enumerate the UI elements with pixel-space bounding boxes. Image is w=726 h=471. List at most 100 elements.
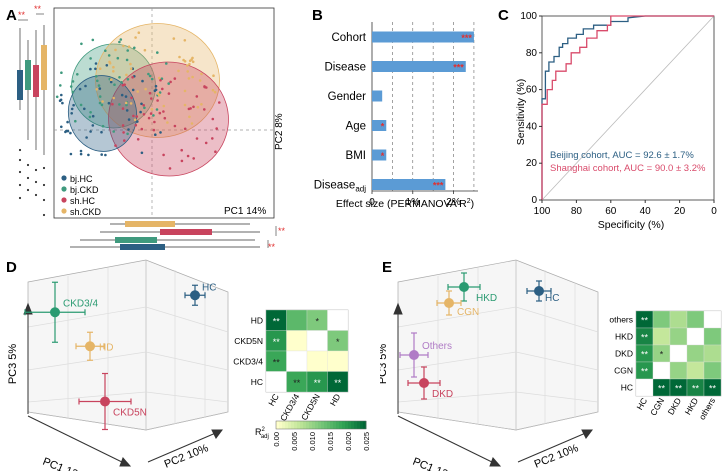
legend-label-bj-hc: bj.HC xyxy=(70,174,93,184)
point-sh-hc xyxy=(211,117,215,121)
heatmap-col-label-hc: HC xyxy=(634,396,649,412)
point-bj-ckd xyxy=(71,90,75,94)
point-bj-ckd xyxy=(125,58,129,62)
heatmap-cell xyxy=(669,327,688,346)
significance-bmi: * xyxy=(381,151,385,161)
y-tick-label: 80 xyxy=(526,48,538,59)
heatmap-sig-label: ** xyxy=(641,350,649,360)
x-tick-label: 60 xyxy=(605,206,617,217)
point-bj-hc xyxy=(69,152,73,156)
point-sh-ckd xyxy=(200,72,203,76)
point-sh-ckd xyxy=(162,104,166,108)
x-tick-label: 2% xyxy=(446,197,461,208)
y-tick-label: 0 xyxy=(531,195,537,206)
centroid-ckd3-4 xyxy=(50,307,60,318)
legend: bj.HC bj.CKD sh.HC sh.CKD xyxy=(58,170,122,217)
point-bj-hc xyxy=(139,110,142,114)
heatmap-cell xyxy=(686,344,705,363)
point-bj-ckd xyxy=(89,111,92,114)
x-tick-label: 80 xyxy=(571,206,583,217)
point-sh-hc xyxy=(161,87,164,91)
heatmap-cell xyxy=(327,350,349,372)
point-sh-hc xyxy=(169,80,172,84)
legend-shanghai: Shanghai cohort, AUC = 90.0 ± 3.2% xyxy=(550,163,706,174)
point-sh-ckd xyxy=(166,121,169,124)
point-sh-ckd xyxy=(112,96,115,100)
heatmap-cell xyxy=(669,361,688,380)
point-sh-ckd xyxy=(188,62,191,66)
point-sh-hc xyxy=(142,104,145,107)
roc-curve-beijing xyxy=(541,15,714,200)
colorbar-segment xyxy=(354,421,358,429)
x-axis-label: Effect size (PERMANOVA R2) xyxy=(336,198,474,210)
point-bj-hc xyxy=(84,84,87,88)
point-sh-hc xyxy=(114,144,117,147)
colorbar-segment xyxy=(285,421,289,429)
colorbar-segment xyxy=(312,421,316,429)
y-tick-label: 20 xyxy=(526,158,538,169)
point-sh-hc xyxy=(173,124,177,128)
point-sh-hc xyxy=(180,159,184,163)
category-label-bmi: BMI xyxy=(346,150,366,162)
point-sh-hc xyxy=(134,123,138,127)
point-bj-ckd xyxy=(96,79,99,83)
significance-pc2-1: ** xyxy=(18,10,26,20)
point-bj-hc xyxy=(159,131,162,134)
group-label-others: Others xyxy=(422,341,452,352)
point-sh-hc xyxy=(140,127,144,131)
y-tick-label: 40 xyxy=(526,121,538,132)
heatmap-cell xyxy=(652,361,671,380)
point-bj-ckd xyxy=(133,46,136,50)
heatmap-cell xyxy=(703,310,722,329)
colorbar-segment xyxy=(357,421,361,429)
group-label-hd: HD xyxy=(99,342,113,353)
point-bj-hc xyxy=(83,107,86,111)
point-bj-ckd xyxy=(143,106,146,110)
point-sh-hc xyxy=(162,153,165,157)
category-label-disease: Disease xyxy=(324,62,366,74)
legend-beijing: Beijing cohort, AUC = 92.6 ± 1.7% xyxy=(550,150,694,161)
point-sh-hc xyxy=(195,137,199,140)
point-bj-hc xyxy=(87,153,90,157)
heatmap-cell xyxy=(265,371,287,393)
point-bj-hc xyxy=(125,109,129,112)
point-sh-hc xyxy=(123,83,126,86)
boxplot-pc2-sh-hc xyxy=(33,65,39,97)
point-bj-ckd xyxy=(120,81,123,84)
point-bj-ckd xyxy=(126,49,129,52)
point-bj-hc xyxy=(154,88,158,92)
panel-label-c: C xyxy=(498,7,509,24)
point-sh-hc xyxy=(135,115,139,118)
colorbar-segment xyxy=(300,421,304,429)
colorbar-segment xyxy=(327,421,331,429)
heatmap-sig-label: ** xyxy=(273,316,281,326)
x-tick-label: 40 xyxy=(640,206,652,217)
point-bj-ckd xyxy=(118,40,121,44)
point-bj-ckd xyxy=(79,103,83,107)
y-tick-label: 100 xyxy=(520,11,537,22)
heatmap-sig-label: ** xyxy=(658,384,666,394)
axis-label-pc3: PC3 5% xyxy=(380,344,389,385)
point-bj-hc xyxy=(70,112,73,115)
point-bj-ckd xyxy=(126,78,130,81)
point-sh-hc xyxy=(183,127,187,131)
point-bj-hc xyxy=(79,152,83,156)
point-bj-ckd xyxy=(100,103,104,107)
heatmap-sig-label: ** xyxy=(641,316,649,326)
point-sh-hc xyxy=(150,97,153,100)
point-sh-hc xyxy=(147,116,151,120)
point-bj-ckd xyxy=(98,95,102,98)
point-bj-ckd xyxy=(148,74,152,78)
cube-frame xyxy=(27,259,229,431)
point-bj-hc xyxy=(94,62,98,65)
panel-e-pca3d: E PC3 5% PC1 13% PC2 10% HKDCGNHCOthersD… xyxy=(380,259,722,471)
heatmap-sig-label: * xyxy=(315,316,319,326)
point-bj-hc xyxy=(94,67,97,71)
point-bj-hc xyxy=(140,151,144,155)
point-sh-ckd xyxy=(191,60,195,64)
colorbar-segment xyxy=(276,421,280,429)
heatmap-sig-label: ** xyxy=(709,384,717,394)
point-sh-ckd xyxy=(133,118,137,122)
boxplots-pc2: ** ** xyxy=(17,4,47,217)
heatmap-sig-label: ** xyxy=(273,357,281,367)
